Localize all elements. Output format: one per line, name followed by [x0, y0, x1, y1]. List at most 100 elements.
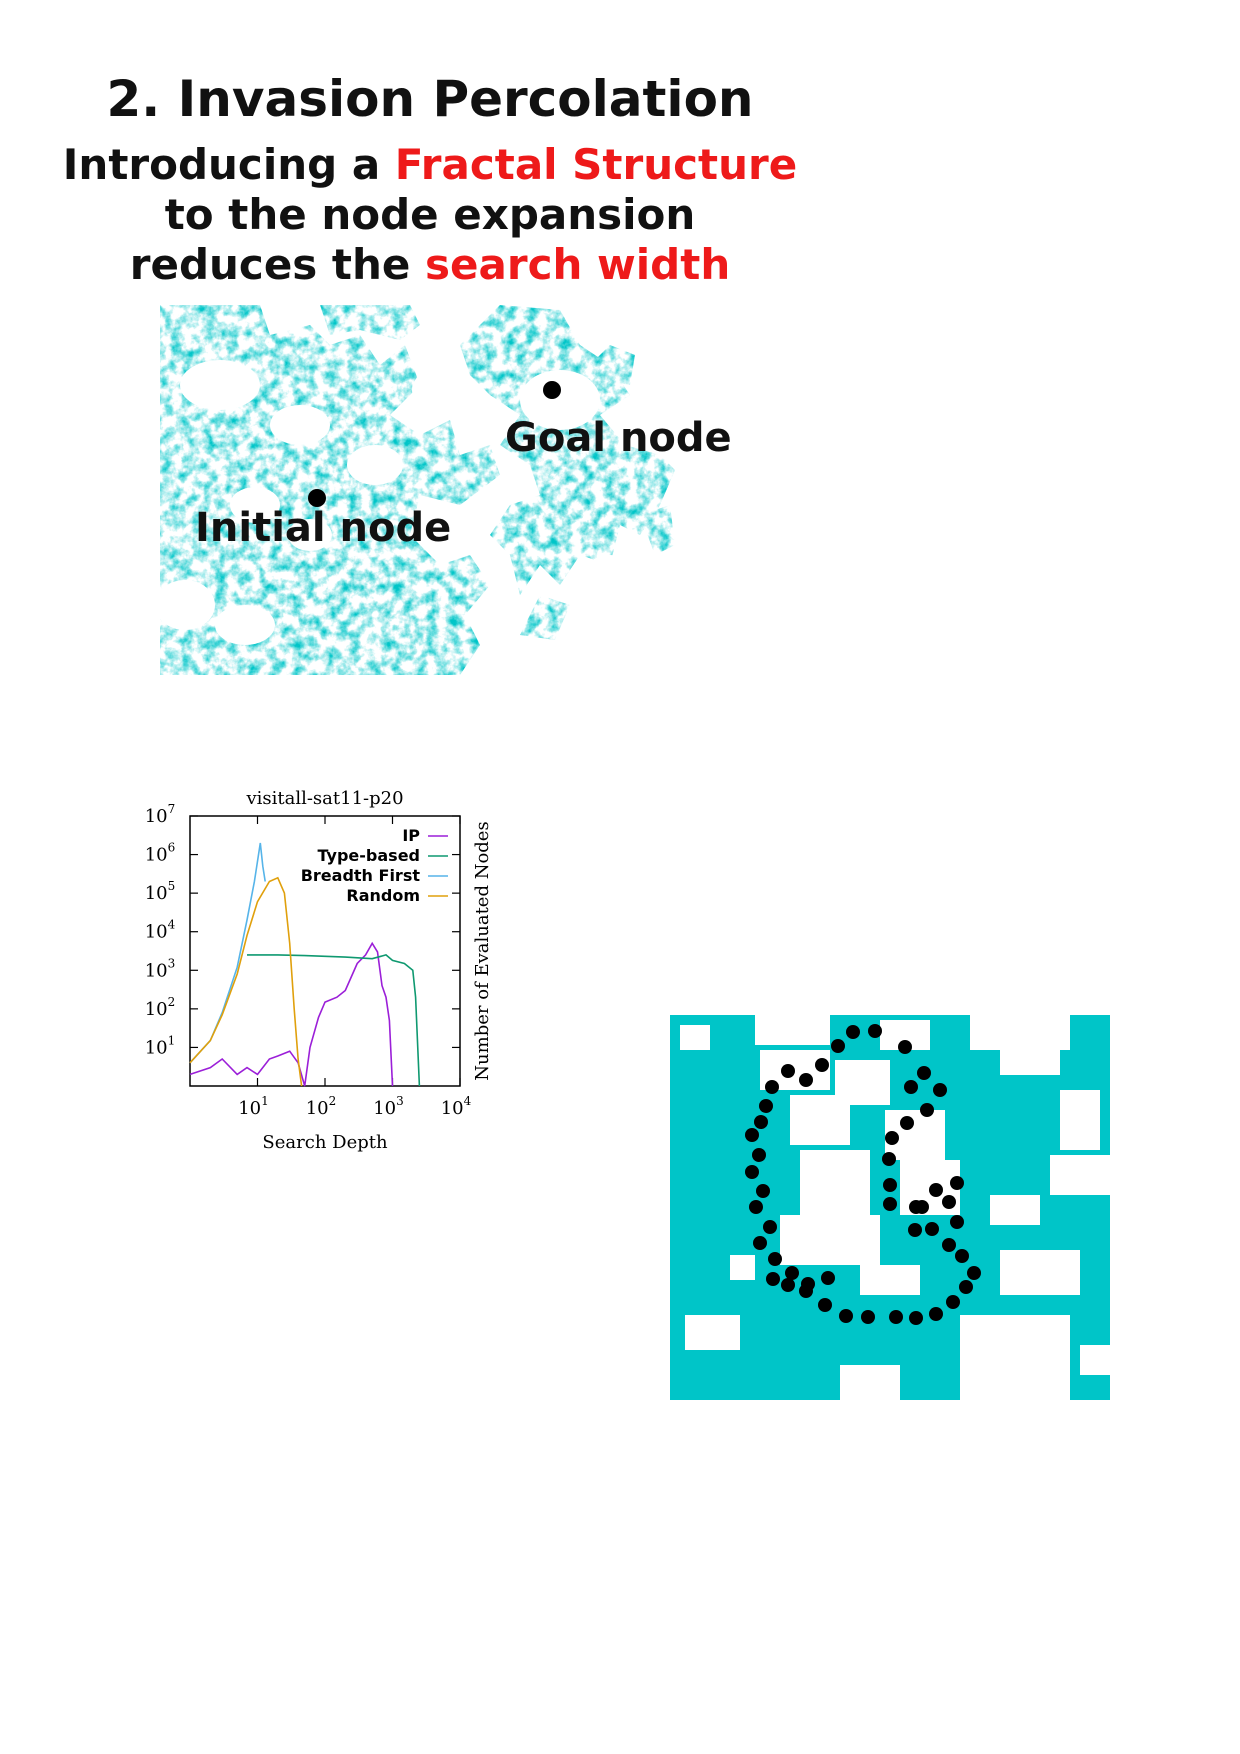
- search-path-dots: [745, 1024, 981, 1325]
- subtitle: Introducing a Fractal Structure to the n…: [0, 140, 860, 290]
- chart-title: visitall-sat11-p20: [245, 788, 403, 809]
- y-tick-label: 102: [145, 995, 176, 1020]
- path-closeup-figure: [670, 1015, 1110, 1400]
- page-title: 2. Invasion Percolation: [106, 70, 754, 128]
- y-tick-label: 104: [145, 918, 176, 943]
- series-line-type-based: [247, 954, 421, 1087]
- path-dot: [917, 1066, 931, 1080]
- path-dot: [799, 1073, 813, 1087]
- path-dot: [745, 1128, 759, 1142]
- path-dot: [950, 1215, 964, 1229]
- y-tick-label: 107: [145, 802, 176, 827]
- y-tick-label: 103: [145, 956, 176, 981]
- path-dot: [846, 1025, 860, 1039]
- path-dot: [933, 1083, 947, 1097]
- path-dot: [967, 1266, 981, 1280]
- goal-node-label: Goal node: [505, 415, 732, 461]
- path-dot: [763, 1220, 777, 1234]
- path-dot: [915, 1200, 929, 1214]
- x-axis-label: Search Depth: [262, 1132, 388, 1153]
- subtitle-line-1: Introducing a Fractal Structure: [0, 140, 860, 190]
- highlight-search-width: search width: [425, 240, 731, 289]
- path-dot: [959, 1280, 973, 1294]
- path-dot: [781, 1278, 795, 1292]
- goal-node-marker: [543, 381, 561, 399]
- legend-label: Type-based: [318, 846, 420, 865]
- path-closeup-image: [670, 1015, 1110, 1400]
- x-tick-label: 101: [238, 1094, 269, 1119]
- x-tick-label: 103: [373, 1094, 404, 1119]
- initial-node-marker: [308, 489, 326, 507]
- x-tick-exponent: 2: [329, 1094, 337, 1108]
- legend-label: Random: [346, 886, 420, 905]
- y-tick-exponent: 2: [168, 995, 176, 1009]
- x-tick-label: 104: [441, 1094, 472, 1119]
- path-dot: [908, 1223, 922, 1237]
- path-dot: [929, 1183, 943, 1197]
- path-dot: [818, 1298, 832, 1312]
- path-dot: [752, 1148, 766, 1162]
- path-dot: [753, 1236, 767, 1250]
- path-dot: [909, 1311, 923, 1325]
- x-tick-exponent: 4: [464, 1094, 472, 1108]
- axis-ticks: 101 102 103 104 101 102 103 104 105 106 107: [145, 802, 472, 1119]
- y-tick-exponent: 7: [168, 802, 176, 816]
- fractal-cluster-image: [160, 305, 675, 675]
- legend-label: IP: [402, 826, 420, 845]
- x-tick-label: 102: [306, 1094, 337, 1119]
- path-dot: [861, 1310, 875, 1324]
- path-dot: [781, 1064, 795, 1078]
- y-tick-label: 105: [145, 879, 176, 904]
- path-dot: [766, 1272, 780, 1286]
- path-dot: [768, 1252, 782, 1266]
- path-dot: [759, 1099, 773, 1113]
- y-tick-label: 106: [145, 841, 176, 866]
- path-dot: [955, 1249, 969, 1263]
- path-dot: [929, 1307, 943, 1321]
- subtitle-line-2: to the node expansion: [164, 190, 696, 239]
- path-dot: [749, 1200, 763, 1214]
- x-tick-exponent: 3: [396, 1094, 404, 1108]
- path-dot: [942, 1238, 956, 1252]
- path-dot: [885, 1131, 899, 1145]
- subtitle-line-1-text: Introducing a: [62, 140, 395, 189]
- series-lines: [189, 842, 421, 1087]
- path-dot: [831, 1039, 845, 1053]
- path-dot: [946, 1295, 960, 1309]
- highlight-fractal-structure: Fractal Structure: [394, 140, 798, 189]
- path-dot: [868, 1024, 882, 1038]
- fractal-cluster-figure: Goal node Initial node: [160, 305, 732, 675]
- y-tick-exponent: 6: [168, 841, 176, 855]
- path-dot: [889, 1310, 903, 1324]
- y-tick-exponent: 1: [168, 1033, 176, 1047]
- path-dot: [754, 1115, 768, 1129]
- path-dot: [942, 1195, 956, 1209]
- legend-label: Breadth First: [301, 866, 421, 885]
- path-dot: [883, 1197, 897, 1211]
- path-dot: [839, 1309, 853, 1323]
- y-tick-exponent: 5: [168, 879, 176, 893]
- path-dot: [765, 1080, 779, 1094]
- path-dot: [821, 1271, 835, 1285]
- path-dot: [950, 1176, 964, 1190]
- series-line-random: [189, 876, 303, 1087]
- path-dot: [883, 1178, 897, 1192]
- y-tick-exponent: 4: [168, 918, 176, 932]
- path-dot: [882, 1152, 896, 1166]
- y-axis-label: Number of Evaluated Nodes: [472, 821, 493, 1080]
- y-tick-exponent: 3: [168, 956, 176, 970]
- path-dot: [925, 1222, 939, 1236]
- path-dot: [801, 1277, 815, 1291]
- path-dot: [900, 1116, 914, 1130]
- subtitle-line-3: reduces the search width: [0, 240, 860, 290]
- subtitle-line-3-text: reduces the: [129, 240, 426, 289]
- series-line-breadth-first: [189, 842, 266, 1064]
- path-dot: [756, 1184, 770, 1198]
- chart-svg: visitall-sat11-p20 101 102 103 104 101 102 103…: [145, 788, 493, 1153]
- path-dot: [898, 1040, 912, 1054]
- path-dot: [745, 1165, 759, 1179]
- path-dot: [785, 1266, 799, 1280]
- path-dot: [920, 1103, 934, 1117]
- x-tick-exponent: 1: [261, 1094, 269, 1108]
